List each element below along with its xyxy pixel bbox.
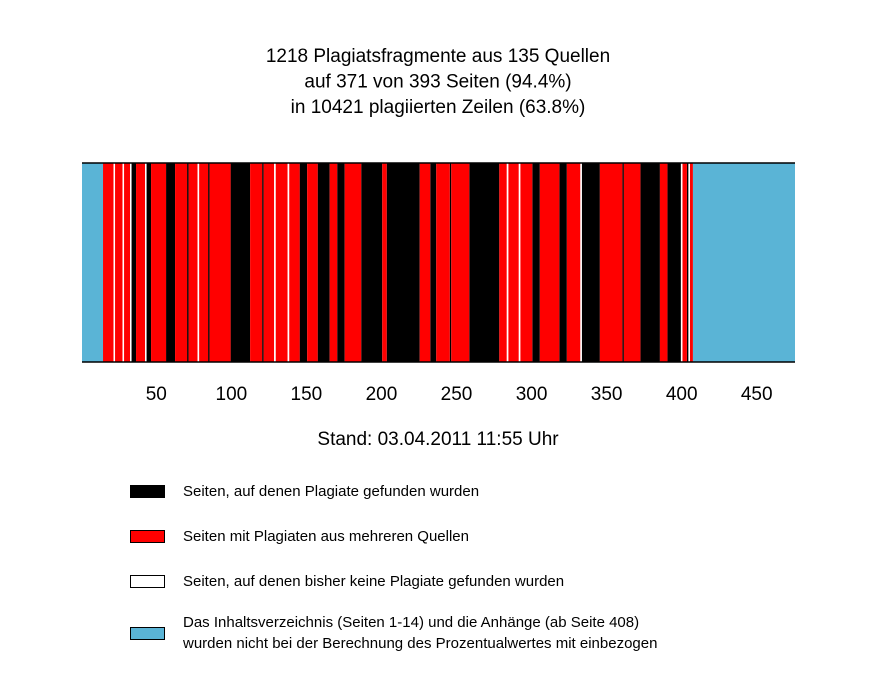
- page-range: [131, 163, 137, 362]
- page-range: [136, 163, 146, 362]
- legend-item: Das Inhaltsverzeichnis (Seiten 1-14) und…: [130, 612, 657, 654]
- x-tick-label: 50: [146, 384, 167, 405]
- page-range: [682, 163, 687, 362]
- page-range: [287, 163, 290, 362]
- page-range: [115, 163, 123, 362]
- legend-swatch: [130, 530, 165, 543]
- page-range: [581, 163, 600, 362]
- page-range: [307, 163, 318, 362]
- page-range: [317, 163, 330, 362]
- subtitle: Stand: 03.04.2011 11:55 Uhr: [317, 429, 559, 450]
- legend-label: Seiten, auf denen bisher keine Plagiate …: [183, 573, 565, 590]
- page-range: [436, 163, 450, 362]
- page-range: [103, 163, 114, 362]
- page-range: [539, 163, 560, 362]
- page-range: [166, 163, 176, 362]
- legend-label: Seiten, auf denen Plagiate gefunden wurd…: [183, 483, 480, 500]
- page-range: [508, 163, 519, 362]
- legend-item: Seiten mit Plagiaten aus mehreren Quelle…: [130, 526, 469, 547]
- page-range: [688, 163, 690, 362]
- page-range: [469, 163, 500, 362]
- page-range: [532, 163, 540, 362]
- page-range: [430, 163, 437, 362]
- chart-title: in 10421 plagiierten Zeilen (63.8%): [291, 97, 586, 118]
- page-range: [122, 163, 125, 362]
- page-range: [151, 163, 167, 362]
- page-range: [199, 163, 209, 362]
- page-range: [692, 163, 795, 362]
- page-range: [187, 163, 189, 362]
- page-range: [686, 163, 689, 362]
- page-range: [344, 163, 362, 362]
- page-range: [559, 163, 567, 362]
- page-range: [689, 163, 693, 362]
- page-range: [499, 163, 507, 362]
- page-range: [640, 163, 660, 362]
- page-range: [520, 163, 533, 362]
- chart-title: auf 371 von 393 Seiten (94.4%): [304, 72, 571, 93]
- page-range: [680, 163, 683, 362]
- page-range: [580, 163, 582, 362]
- x-tick-label: 150: [291, 384, 323, 405]
- page-range: [659, 163, 668, 362]
- legend-item: Seiten, auf denen Plagiate gefunden wurd…: [130, 481, 479, 502]
- x-tick-label: 250: [441, 384, 473, 405]
- page-range: [667, 163, 681, 362]
- legend-item: Seiten, auf denen bisher keine Plagiate …: [130, 571, 564, 592]
- page-range: [275, 163, 288, 362]
- page-range: [188, 163, 198, 362]
- x-tick-label: 450: [741, 384, 773, 405]
- x-tick-label: 100: [216, 384, 248, 405]
- page-range: [451, 163, 470, 362]
- x-tick-label: 400: [666, 384, 698, 405]
- page-range: [299, 163, 308, 362]
- page-range: [146, 163, 152, 362]
- page-range: [197, 163, 200, 362]
- page-range: [566, 163, 581, 362]
- chart-title: 1218 Plagiatsfragmente aus 135 Quellen: [266, 46, 610, 67]
- legend-label: Seiten mit Plagiaten aus mehreren Quelle…: [183, 528, 469, 545]
- page-range: [124, 163, 131, 362]
- page-range: [449, 163, 452, 362]
- page-range: [382, 163, 387, 362]
- legend-swatch: [130, 485, 165, 498]
- page-range: [175, 163, 188, 362]
- page-range: [337, 163, 345, 362]
- page-range: [623, 163, 641, 362]
- page-range: [250, 163, 263, 362]
- chart: 1218 Plagiatsfragmente aus 135 Quellen au…: [82, 46, 795, 450]
- x-tick-label: 350: [591, 384, 623, 405]
- page-range: [386, 163, 420, 362]
- page-range: [622, 163, 624, 362]
- page-range: [329, 163, 338, 362]
- page-range: [506, 163, 509, 362]
- page-range: [419, 163, 431, 362]
- page-range: [518, 163, 521, 362]
- page-range: [130, 163, 132, 362]
- page-range: [208, 163, 210, 362]
- page-range: [209, 163, 231, 362]
- page-range: [113, 163, 116, 362]
- x-tick-label: 300: [516, 384, 548, 405]
- page-range: [262, 163, 264, 362]
- page-range: [289, 163, 300, 362]
- page-range: [82, 163, 104, 362]
- page-range: [145, 163, 147, 362]
- page-range: [274, 163, 276, 362]
- legend-swatch: [130, 575, 165, 588]
- page-range: [263, 163, 275, 362]
- page-range: [599, 163, 623, 362]
- legend-label: Das Inhaltsverzeichnis (Seiten 1-14) und…: [183, 614, 658, 652]
- page-range: [361, 163, 383, 362]
- page-range: [230, 163, 251, 362]
- x-tick-label: 200: [366, 384, 398, 405]
- legend-swatch: [130, 626, 165, 640]
